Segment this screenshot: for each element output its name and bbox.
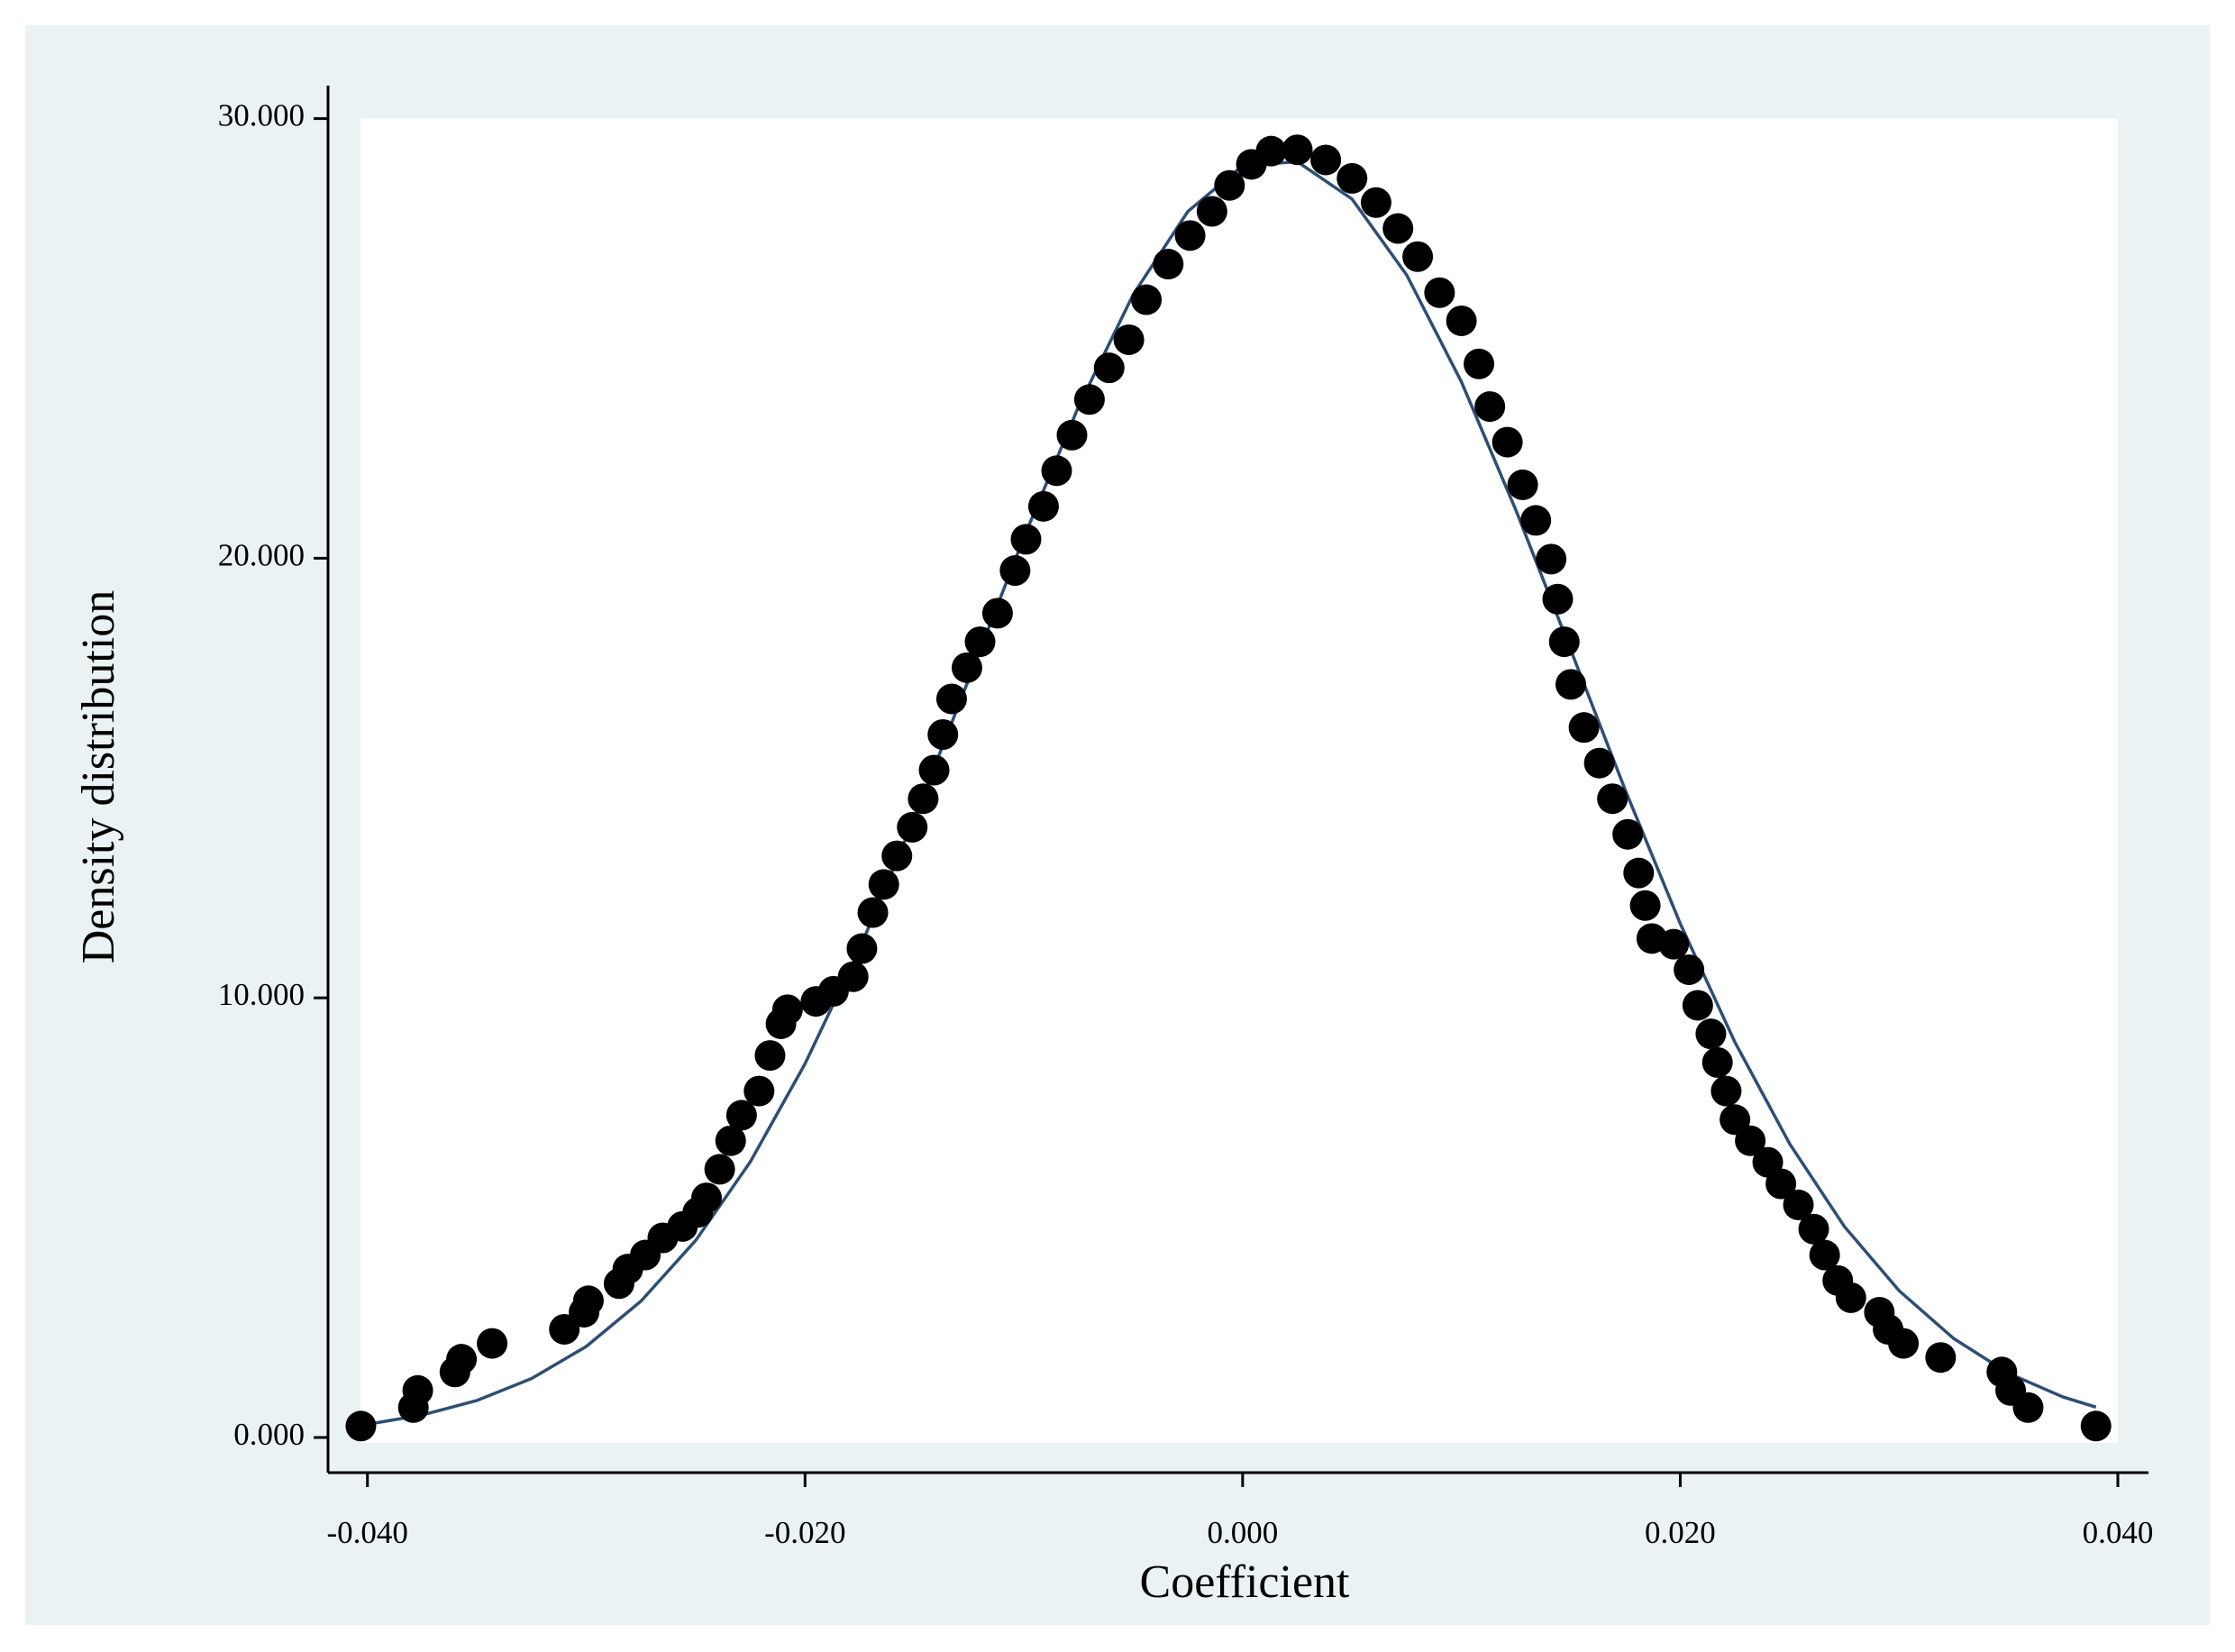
y-tick-label: 10.000 (218, 977, 305, 1012)
data-point (935, 683, 967, 715)
data-point (2012, 1392, 2044, 1423)
data-point (1093, 352, 1125, 384)
data-point (1153, 249, 1184, 280)
data-point (1113, 324, 1145, 355)
data-point (846, 933, 878, 964)
data-point (1835, 1282, 1866, 1313)
data-point (927, 718, 959, 750)
data-point (477, 1328, 508, 1359)
data-point (881, 840, 913, 872)
data-point (2080, 1410, 2112, 1442)
data-point (1710, 1075, 1742, 1107)
data-point (999, 555, 1031, 587)
data-point (402, 1374, 433, 1406)
data-point (572, 1285, 604, 1317)
data-point (951, 652, 982, 683)
data-point (981, 598, 1013, 629)
data-point (1629, 890, 1661, 921)
data-point (1658, 928, 1690, 960)
data-point (1424, 277, 1455, 308)
x-axis-title: Coefficient (1140, 1556, 1351, 1608)
data-point (1568, 712, 1600, 744)
data-point (1583, 747, 1615, 779)
data-point (868, 869, 899, 900)
data-point (1735, 1125, 1766, 1156)
y-tick-label: 0.000 (233, 1417, 305, 1452)
data-point (1360, 187, 1391, 218)
data-point (964, 626, 996, 658)
data-point (1056, 419, 1088, 451)
data-point (908, 783, 939, 815)
data-point (1888, 1328, 1920, 1359)
data-point (1214, 169, 1245, 201)
y-tick-label: 20.000 (218, 537, 305, 572)
data-point (1310, 144, 1342, 176)
data-point (446, 1344, 478, 1375)
data-point (1809, 1239, 1840, 1271)
data-point (1507, 469, 1538, 500)
data-point (1623, 857, 1655, 889)
data-point (345, 1410, 377, 1442)
data-point (1041, 455, 1072, 487)
data-point (1612, 818, 1644, 850)
plot-region (360, 118, 2119, 1443)
data-point (1555, 669, 1587, 700)
x-tick-label: 0.000 (1207, 1515, 1278, 1550)
data-point (1255, 135, 1287, 167)
data-point (1073, 384, 1105, 415)
data-point (918, 754, 950, 786)
data-point (1174, 220, 1206, 251)
data-point (704, 1154, 735, 1185)
data-point (897, 811, 928, 843)
y-axis-title: Density distribution (73, 590, 124, 964)
data-point (1783, 1189, 1814, 1220)
data-point (1536, 543, 1567, 575)
data-point (754, 1040, 786, 1072)
data-point (1382, 213, 1414, 244)
data-point (1282, 134, 1313, 166)
data-point (743, 1075, 775, 1107)
x-tick-label: 0.040 (2083, 1515, 2154, 1550)
data-point (725, 1100, 757, 1131)
data-point (1492, 426, 1523, 458)
data-point (1548, 626, 1580, 658)
data-point (837, 961, 869, 992)
data-point (1597, 783, 1628, 815)
x-tick-label: 0.020 (1645, 1515, 1716, 1550)
data-point (857, 897, 889, 928)
data-point (1674, 954, 1705, 985)
data-point (1695, 1018, 1727, 1050)
data-point (1010, 524, 1042, 555)
data-point (1196, 196, 1227, 227)
data-point (771, 994, 803, 1026)
data-point (1027, 490, 1059, 522)
data-point (1402, 241, 1434, 272)
x-tick-label: -0.040 (326, 1515, 407, 1550)
data-point (1336, 162, 1368, 194)
data-point (1701, 1046, 1733, 1078)
data-point (1720, 1104, 1751, 1136)
data-point (1474, 391, 1506, 423)
data-point (1131, 284, 1163, 315)
data-point (1925, 1342, 1957, 1374)
x-tick-label: -0.020 (764, 1515, 845, 1550)
y-tick-label: 30.000 (218, 98, 305, 133)
data-point (549, 1313, 580, 1345)
data-point (715, 1125, 746, 1156)
data-point (1765, 1168, 1797, 1200)
data-point (1682, 990, 1713, 1021)
data-point (1446, 305, 1477, 336)
data-point (1520, 505, 1552, 536)
data-point (1464, 348, 1495, 379)
data-point (1798, 1213, 1829, 1245)
data-point (691, 1182, 723, 1214)
data-point (1542, 583, 1574, 615)
